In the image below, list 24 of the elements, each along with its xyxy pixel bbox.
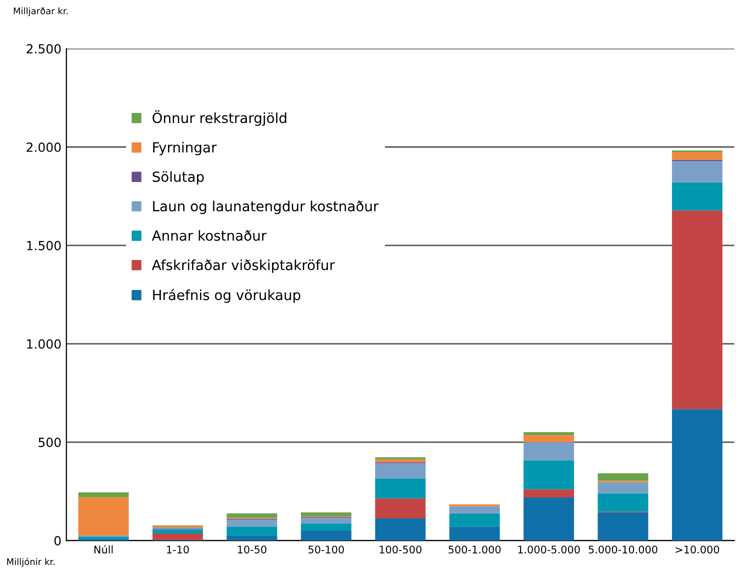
y-tick-label: 1.000 xyxy=(27,339,61,349)
y-axis-title: Milljarðar kr. xyxy=(14,7,68,16)
y-tick-label: 2.500 xyxy=(26,44,61,54)
x-tick-label: 1-10 xyxy=(167,546,189,554)
x-axis-title: Milljónir kr. xyxy=(7,558,54,567)
legend-label: Fyrningar xyxy=(153,142,217,156)
legend-label: Sölutap xyxy=(152,171,204,185)
x-tick-label: Núll xyxy=(94,544,113,554)
x-tick-label: 50-100 xyxy=(308,546,344,554)
y-tick-label: 1.500 xyxy=(27,240,61,250)
y-tick-label: 500 xyxy=(38,438,61,448)
y-tick-label: 0 xyxy=(54,536,61,546)
x-tick-label: >10.000 xyxy=(676,546,720,554)
legend-label: Annar kostnaður xyxy=(152,230,267,241)
legend-label: Hráefnis og vörukaup xyxy=(153,288,300,303)
x-tick-label: 1.000-5.000 xyxy=(518,546,580,554)
x-tick-label: 10-50 xyxy=(238,546,266,554)
legend-label: Önnur rekstrargjöld xyxy=(152,110,286,126)
y-tick-label: 2.000 xyxy=(26,142,61,152)
legend-label: Afskrifaðar viðskiptakröfur xyxy=(152,259,335,273)
x-tick-label: 100-500 xyxy=(380,546,422,554)
x-tick-label: 500-1.000 xyxy=(448,546,501,554)
legend-label: Laun og launatengdur kostnaður xyxy=(153,200,379,214)
x-tick-label: 5.000-10.000 xyxy=(588,546,658,554)
